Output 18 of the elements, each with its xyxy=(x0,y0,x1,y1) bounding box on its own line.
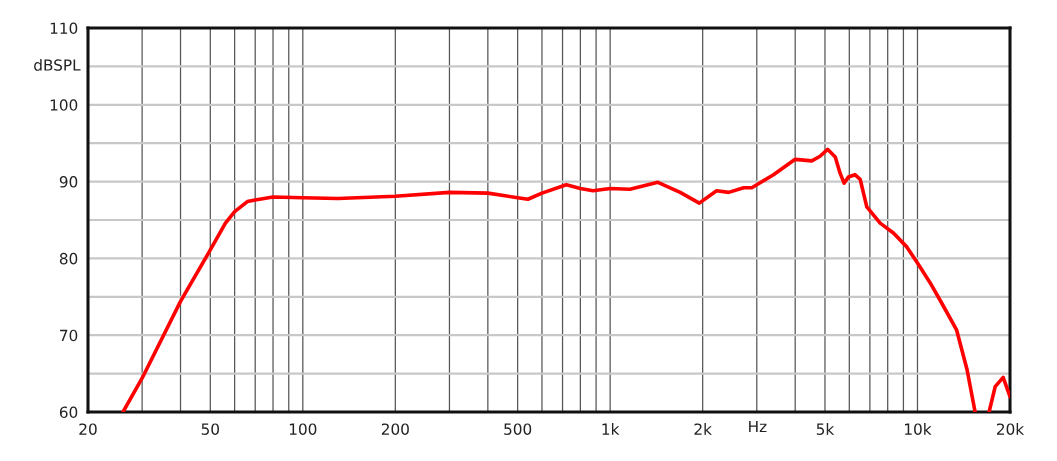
x-tick-label: 2k xyxy=(694,423,712,435)
x-tick-label: 5k xyxy=(816,423,835,435)
x-axis-title: Hz xyxy=(749,420,767,433)
x-tick-label: 1k xyxy=(602,423,620,435)
x-tick-label: 200 xyxy=(381,423,409,435)
x-tick-label: 10k xyxy=(905,423,932,435)
y-tick-label: 80 xyxy=(59,252,78,265)
x-tick-label: 20 xyxy=(79,423,97,435)
x-tick-label: 500 xyxy=(504,423,532,435)
y-tick-label: 100 xyxy=(50,99,78,111)
x-tick-label: 20k xyxy=(996,423,1025,435)
y-tick-label: 70 xyxy=(60,329,78,342)
y-tick-label: 60 xyxy=(59,406,78,419)
y-tick-label: 110 xyxy=(50,22,78,35)
x-tick-label: 50 xyxy=(201,423,220,435)
y-axis-title: dBSPL xyxy=(34,59,81,71)
y-tick-label: 90 xyxy=(59,176,78,188)
x-tick-label: 100 xyxy=(289,423,317,435)
